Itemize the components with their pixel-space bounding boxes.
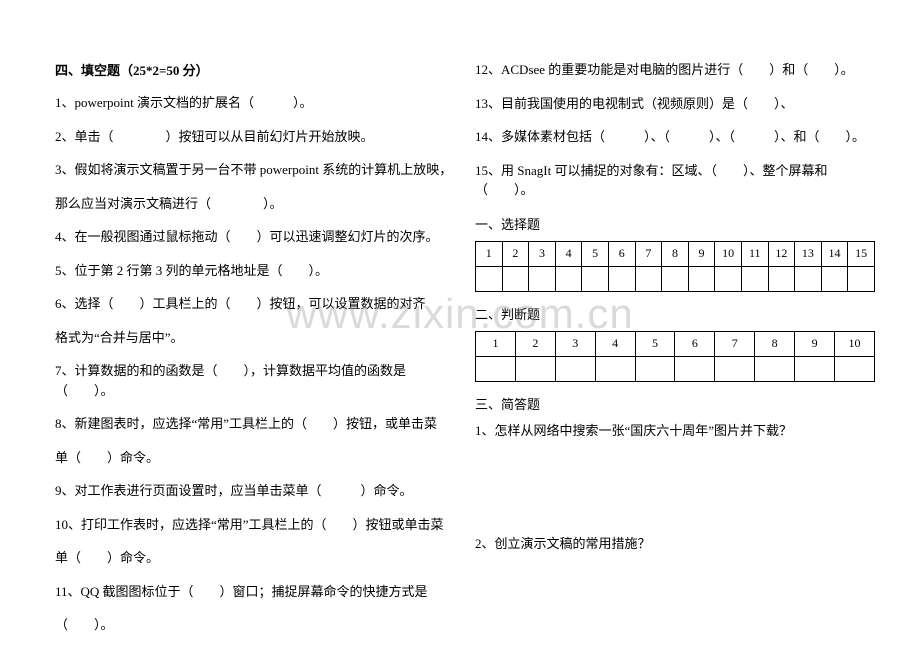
choice-a15	[848, 266, 875, 291]
choice-a3	[529, 266, 556, 291]
choice-a13	[795, 266, 822, 291]
judge-a3	[555, 356, 595, 381]
judge-a1	[476, 356, 516, 381]
short-answer-1: 1、怎样从网络中搜索一张“国庆六十周年”图片并下载？	[475, 421, 875, 441]
answer-section2-label: 二、判断题	[475, 304, 875, 323]
judge-a5	[635, 356, 675, 381]
choice-a11	[741, 266, 768, 291]
choice-h9: 9	[688, 241, 715, 266]
choice-h1: 1	[476, 241, 503, 266]
q15: 15、用 SnagIt 可以捕捉的对象有：区域、（ ）、整个屏幕和（ ）。	[475, 161, 875, 200]
q2: 2、单击（ ）按钮可以从目前幻灯片开始放映。	[55, 127, 455, 147]
judge-h7: 7	[715, 331, 755, 356]
judge-a4	[595, 356, 635, 381]
choice-table-answer-row	[476, 266, 875, 291]
q4: 4、在一般视图通过鼠标拖动（ ）可以迅速调整幻灯片的次序。	[55, 227, 455, 247]
q14: 14、多媒体素材包括（ ）、（ ）、（ ）、和（ ）。	[475, 127, 875, 147]
q7: 7、计算数据的和的函数是（ ），计算数据平均值的函数是（ ）。	[55, 361, 455, 400]
judge-a10	[835, 356, 875, 381]
judge-h8: 8	[755, 331, 795, 356]
q3b: 那么应当对演示文稿进行（ ）。	[55, 194, 455, 214]
judge-a7	[715, 356, 755, 381]
choice-a12	[768, 266, 795, 291]
choice-a8	[662, 266, 689, 291]
q11a: 11、QQ 截图图标位于（ ）窗口；捕捉屏幕命令的快捷方式是	[55, 582, 455, 602]
judge-table: 1 2 3 4 5 6 7 8 9 10	[475, 331, 875, 382]
choice-a2	[502, 266, 529, 291]
choice-h13: 13	[795, 241, 822, 266]
section4-heading: 四、填空题（25*2=50 分）	[55, 60, 455, 79]
judge-h4: 4	[595, 331, 635, 356]
judge-a6	[675, 356, 715, 381]
q11b: （ ）。	[55, 615, 455, 635]
q1: 1、powerpoint 演示文档的扩展名（ ）。	[55, 93, 455, 113]
judge-table-header-row: 1 2 3 4 5 6 7 8 9 10	[476, 331, 875, 356]
judge-a2	[515, 356, 555, 381]
judge-h10: 10	[835, 331, 875, 356]
choice-h11: 11	[741, 241, 768, 266]
answer-section3-label: 三、简答题	[475, 394, 875, 413]
judge-h5: 5	[635, 331, 675, 356]
right-column: 12、ACDsee 的重要功能是对电脑的图片进行（ ）和（ ）。 13、目前我国…	[475, 60, 875, 649]
q5: 5、位于第 2 行第 3 列的单元格地址是（ ）。	[55, 261, 455, 281]
choice-h6: 6	[608, 241, 635, 266]
left-column: 四、填空题（25*2=50 分） 1、powerpoint 演示文档的扩展名（ …	[55, 60, 455, 649]
choice-h14: 14	[821, 241, 848, 266]
choice-h4: 4	[555, 241, 582, 266]
q3a: 3、假如将演示文稿置于另一台不带 powerpoint 系统的计算机上放映，	[55, 160, 455, 180]
judge-h3: 3	[555, 331, 595, 356]
q10a: 10、打印工作表时，应选择“常用”工具栏上的（ ）按钮或单击菜	[55, 515, 455, 535]
choice-a6	[608, 266, 635, 291]
choice-h2: 2	[502, 241, 529, 266]
judge-h2: 2	[515, 331, 555, 356]
choice-a1	[476, 266, 503, 291]
choice-a14	[821, 266, 848, 291]
answer-section1-label: 一、选择题	[475, 214, 875, 233]
choice-a7	[635, 266, 662, 291]
choice-h15: 15	[848, 241, 875, 266]
q10b: 单（ ）命令。	[55, 548, 455, 568]
q8a: 8、新建图表时，应选择“常用”工具栏上的（ ）按钮，或单击菜	[55, 414, 455, 434]
choice-a9	[688, 266, 715, 291]
choice-h7: 7	[635, 241, 662, 266]
judge-h6: 6	[675, 331, 715, 356]
short-answer-2: 2、创立演示文稿的常用措施？	[475, 534, 875, 554]
q6b: 格式为“合并与居中”。	[55, 328, 455, 348]
q6a: 6、选择（ ）工具栏上的（ ）按钮，可以设置数据的对齐	[55, 294, 455, 314]
judge-h9: 9	[795, 331, 835, 356]
judge-table-answer-row	[476, 356, 875, 381]
choice-h5: 5	[582, 241, 609, 266]
q13: 13、目前我国使用的电视制式（视频原则）是（ ）、	[475, 94, 875, 114]
q8b: 单（ ）命令。	[55, 448, 455, 468]
q12: 12、ACDsee 的重要功能是对电脑的图片进行（ ）和（ ）。	[475, 60, 875, 80]
choice-a10	[715, 266, 742, 291]
judge-h1: 1	[476, 331, 516, 356]
choice-h10: 10	[715, 241, 742, 266]
choice-table-header-row: 1 2 3 4 5 6 7 8 9 10 11 12 13 14 15	[476, 241, 875, 266]
choice-h3: 3	[529, 241, 556, 266]
choice-a4	[555, 266, 582, 291]
choice-a5	[582, 266, 609, 291]
choice-h8: 8	[662, 241, 689, 266]
q9: 9、对工作表进行页面设置时，应当单击菜单（ ）命令。	[55, 481, 455, 501]
choice-h12: 12	[768, 241, 795, 266]
choice-table: 1 2 3 4 5 6 7 8 9 10 11 12 13 14 15	[475, 241, 875, 292]
judge-a9	[795, 356, 835, 381]
judge-a8	[755, 356, 795, 381]
